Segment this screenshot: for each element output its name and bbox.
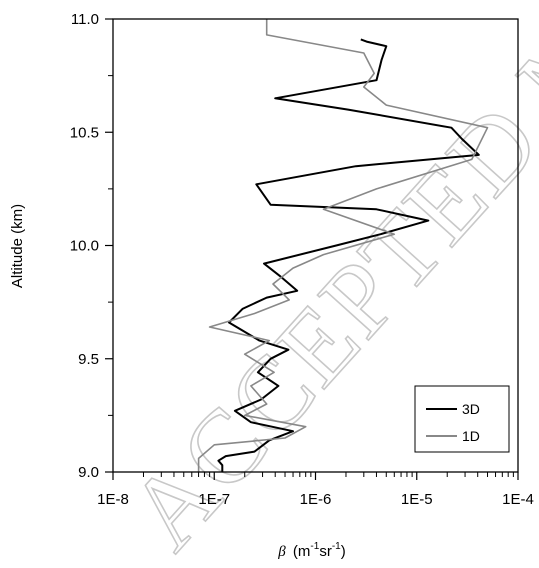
x-axis-title: β (m-1sr-1) [277, 541, 345, 560]
series-line-1d [197, 19, 489, 472]
watermark-text: ACCEPTED MANUSCRIPT [107, 0, 539, 568]
legend: 3D 1D [414, 385, 510, 453]
x-axis-sr: sr [319, 543, 332, 560]
series-layer [197, 19, 489, 472]
legend-box [414, 385, 510, 453]
y-tick-label: 10.5 [70, 124, 99, 141]
series-line-3d [217, 38, 480, 472]
x-tick-label: 1E-5 [401, 491, 433, 508]
x-axis-symbol: β [277, 544, 286, 560]
x-tick-label: 1E-7 [198, 491, 230, 508]
y-tick-label: 10.0 [70, 238, 99, 255]
tick-layer: 1E-8 1E-7 1E-6 1E-5 1E-4 9.0 9.5 10.0 10.5 11.0 [70, 11, 534, 508]
x-axis-units: (m-1sr-1) [293, 541, 346, 560]
x-axis-close: ) [341, 543, 346, 560]
y-tick-label: 9.0 [78, 464, 99, 481]
legend-label-3d: 3D [462, 401, 480, 417]
x-tick-label: 1E-4 [502, 491, 534, 508]
x-tick-label: 1E-8 [97, 491, 129, 508]
x-axis-exp-2: -1 [332, 541, 341, 552]
y-tick-label: 9.5 [78, 351, 99, 368]
x-tick-label: 1E-6 [300, 491, 332, 508]
x-axis-exp-1: -1 [310, 541, 319, 552]
watermark: ACCEPTED MANUSCRIPT [106, 0, 539, 568]
legend-label-1d: 1D [462, 428, 480, 444]
y-axis-title: Altitude (km) [9, 204, 26, 288]
y-tick-label: 11.0 [71, 11, 99, 28]
